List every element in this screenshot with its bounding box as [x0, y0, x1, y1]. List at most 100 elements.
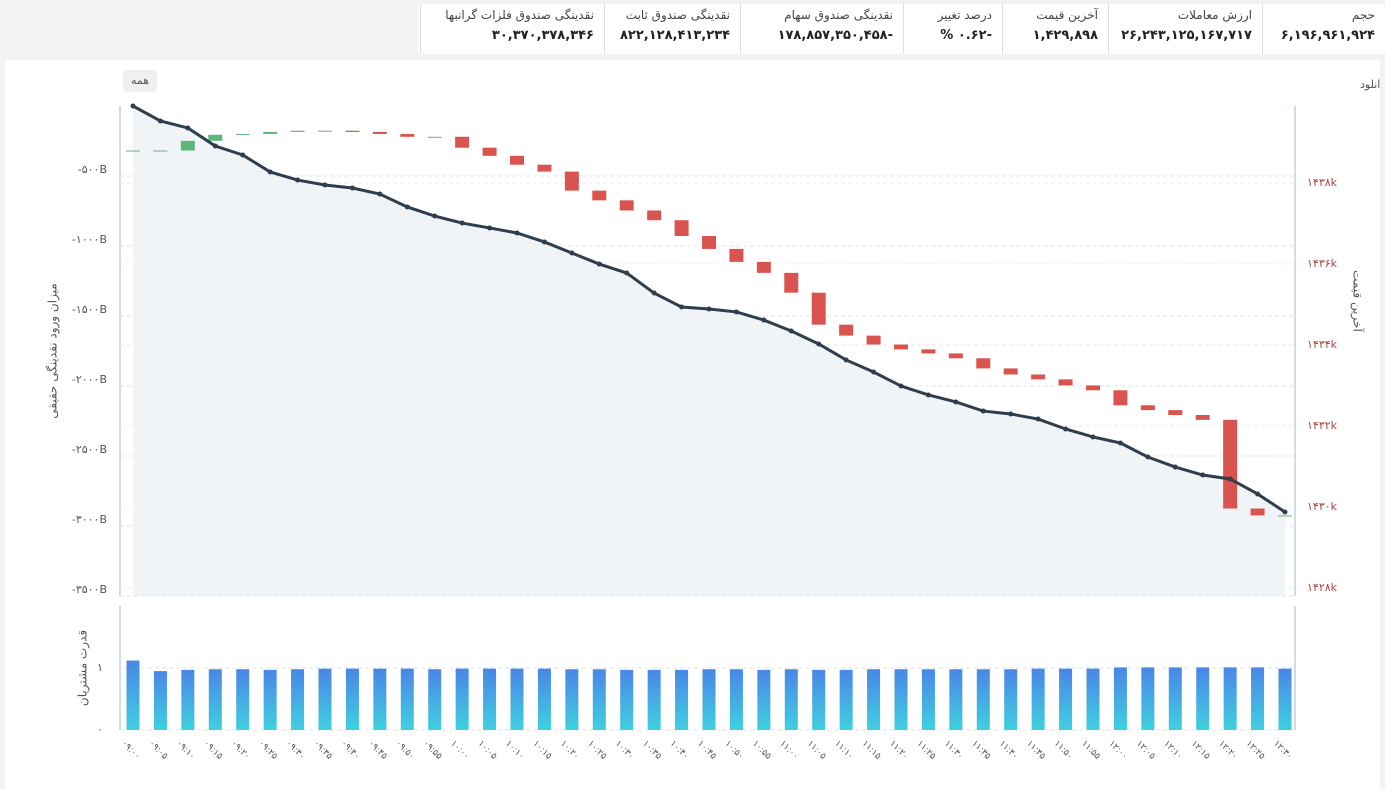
- bar: [510, 668, 524, 730]
- line-marker: [788, 328, 794, 334]
- x-tick-label: ۱۰:۲۰: [558, 739, 581, 762]
- stats-bar: حجم ۶,۱۹۶,۹۶۱,۹۲۴ ارزش معاملات ۲۶,۲۴۳,۱۲۵,۱…: [418, 4, 1385, 54]
- x-tick-label: ۱۱:۰۰: [777, 739, 800, 762]
- y-tick-label: -۲۵۰۰B: [72, 443, 107, 456]
- candle: [263, 131, 278, 134]
- line-marker: [925, 392, 931, 398]
- range-button[interactable]: [123, 70, 157, 92]
- bar: [400, 668, 414, 730]
- chart-panel: همه دانلود -۵۰۰B -۱۰۰۰B -۱۵۰۰B -۲۰۰۰B -۲۵۰۰B…: [5, 60, 1380, 789]
- bar: [263, 669, 277, 730]
- bar: [812, 669, 826, 730]
- stat-label: حجم: [1351, 8, 1375, 22]
- bar: [181, 669, 195, 730]
- stat-value: ۲۶,۲۴۳,۱۲۵,۱۶۷,۷۱۷: [1121, 28, 1252, 43]
- candle: [455, 136, 470, 148]
- stat-cell: آخرین قیمت ۱,۴۲۹,۸۹۸: [1002, 4, 1108, 54]
- bar: [318, 668, 332, 730]
- candle: [372, 131, 387, 134]
- bar: [291, 669, 305, 730]
- bar: [236, 669, 250, 730]
- x-tick-label: ۱۱:۵۵: [1079, 739, 1102, 762]
- stat-value: ۸۲۲,۱۲۸,۴۱۳,۲۳۴: [619, 28, 730, 43]
- stat-cell: ارزش معاملات ۲۶,۲۴۳,۱۲۵,۱۶۷,۷۱۷: [1108, 4, 1262, 54]
- stat-value: ۱,۴۲۹,۸۹۸: [1032, 28, 1098, 43]
- line-marker: [185, 125, 191, 131]
- line-marker: [432, 213, 438, 219]
- bar: [1086, 668, 1100, 730]
- y2-tick-label: ۱۴۳۴k: [1307, 338, 1338, 351]
- y-axis-title: قدرت مشتریان: [76, 630, 91, 706]
- line-marker: [1282, 509, 1288, 515]
- candle: [1250, 508, 1265, 516]
- candle: [976, 358, 991, 369]
- line-marker: [212, 143, 218, 149]
- stat-value: ۳۰,۳۷۰,۳۷۸,۳۴۶: [491, 28, 594, 43]
- candle: [180, 140, 195, 151]
- x-tick-label: ۰۹:۴۰: [339, 739, 362, 762]
- bar: [620, 669, 634, 730]
- bar: [537, 668, 551, 730]
- x-tick-label: ۱۱:۱۵: [860, 739, 883, 762]
- x-tick-label: ۱۰:۲۵: [585, 739, 608, 762]
- y2-tick-label: ۱۴۳۲k: [1307, 419, 1338, 432]
- candle: [126, 150, 140, 152]
- download-button[interactable]: دانلود: [1360, 78, 1380, 91]
- bar: [345, 668, 359, 730]
- bar: [1168, 667, 1182, 730]
- line-marker: [1227, 476, 1233, 482]
- line-marker: [871, 369, 877, 375]
- y2-tick-label: ۱۴۲۸k: [1307, 581, 1338, 594]
- y2-axis-title: آخرین قیمت: [1350, 270, 1366, 332]
- line-marker: [651, 290, 657, 296]
- x-tick-label: ۱۰:۵۰: [723, 739, 746, 762]
- x-tick-label: ۰۹:۰۰: [119, 739, 142, 762]
- candle: [756, 261, 771, 273]
- line-marker: [1172, 464, 1178, 470]
- candle: [1031, 374, 1046, 380]
- line-marker: [157, 118, 163, 124]
- x-tick-label: ۱۰:۳۰: [613, 739, 636, 762]
- bar: [921, 669, 935, 730]
- candle: [894, 344, 908, 350]
- bar: [1059, 668, 1073, 730]
- x-tick-label: ۰۹:۳۰: [284, 739, 307, 762]
- candle: [1140, 405, 1155, 411]
- candle: [1168, 410, 1183, 415]
- x-tick-label: ۱۰:۴۰: [668, 739, 691, 762]
- x-tick-label: ۰۹:۲۵: [256, 739, 279, 762]
- y-tick-label: -۳۰۰۰B: [72, 513, 107, 526]
- line-marker: [322, 182, 328, 188]
- line-marker: [541, 239, 547, 245]
- x-tick-label: ۱۱:۲۰: [887, 739, 910, 762]
- stat-label: درصد تغییر: [937, 8, 992, 22]
- y-tick-label: -۱۰۰۰B: [72, 233, 107, 246]
- candle: [290, 130, 305, 132]
- bar: [1113, 667, 1127, 730]
- line-marker: [624, 270, 630, 276]
- x-tick-label: ۱۱:۱۰: [832, 739, 855, 762]
- candle: [811, 292, 826, 325]
- bar: [1278, 668, 1292, 730]
- stat-label: ارزش معاملات: [1177, 8, 1252, 22]
- bar: [483, 668, 497, 730]
- line-marker: [267, 169, 273, 175]
- range-button-label[interactable]: همه: [131, 74, 149, 87]
- x-tick-label: ۰۹:۵۰: [393, 739, 416, 762]
- x-tick-label: ۰۹:۴۵: [366, 739, 389, 762]
- bar: [757, 669, 771, 730]
- candle: [1003, 368, 1018, 375]
- y2-tick-label: ۱۴۳۰k: [1307, 500, 1338, 513]
- stat-value: ۶,۱۹۶,۹۶۱,۹۲۴: [1280, 28, 1375, 43]
- x-tick-label: ۱۰:۵۵: [750, 739, 773, 762]
- candle: [729, 248, 744, 262]
- chart: همه دانلود -۵۰۰B -۱۰۰۰B -۱۵۰۰B -۲۰۰۰B -۲۵۰۰B…: [46, 70, 1380, 762]
- candle: [1058, 379, 1073, 386]
- candle: [1278, 515, 1292, 517]
- x-tick-label: ۱۰:۱۵: [531, 739, 554, 762]
- line-marker: [1035, 416, 1041, 422]
- line-marker: [1117, 440, 1123, 446]
- bar: [455, 668, 469, 730]
- x-tick-label: ۱۱:۳۰: [942, 739, 965, 762]
